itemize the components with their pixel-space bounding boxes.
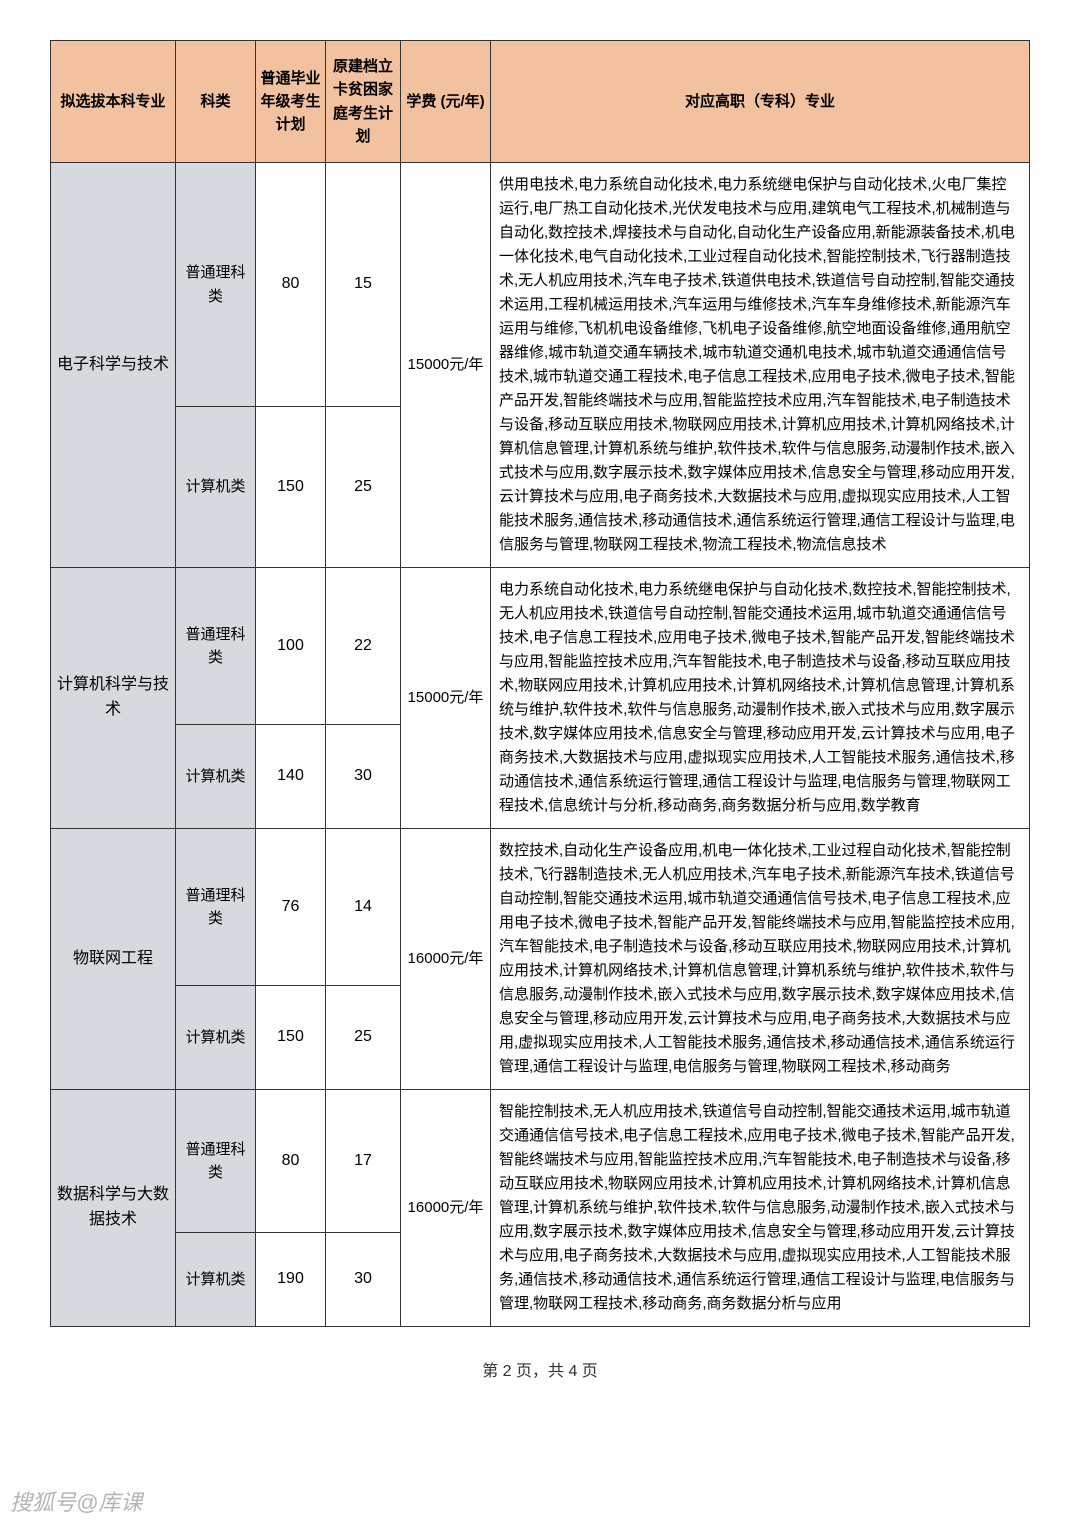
cell-major: 计算机科学与技术 <box>51 568 176 829</box>
cell-plan-general: 80 <box>256 1090 326 1233</box>
cell-plan-poverty: 30 <box>326 1232 401 1326</box>
cell-plan-poverty: 22 <box>326 568 401 725</box>
cell-desc: 供用电技术,电力系统自动化技术,电力系统继电保护与自动化技术,火电厂集控运行,电… <box>491 163 1030 568</box>
cell-plan-general: 140 <box>256 725 326 829</box>
cell-category: 计算机类 <box>176 407 256 568</box>
watermark: 搜狐号@库课 <box>10 1485 142 1517</box>
cell-category: 普通理科类 <box>176 1090 256 1233</box>
cell-plan-general: 80 <box>256 163 326 407</box>
cell-plan-poverty: 25 <box>326 407 401 568</box>
page-footer: 第 2 页，共 4 页 <box>50 1357 1030 1381</box>
cell-desc: 数控技术,自动化生产设备应用,机电一体化技术,工业过程自动化技术,智能控制技术,… <box>491 829 1030 1090</box>
table-header-row: 拟选拔本科专业 科类 普通毕业年级考生计划 原建档立卡贫困家庭考生计划 学费 (… <box>51 41 1030 163</box>
cell-fee: 15000元/年 <box>401 568 491 829</box>
cell-category: 普通理科类 <box>176 163 256 407</box>
cell-category: 计算机类 <box>176 986 256 1090</box>
col-header-majors: 对应高职（专科）专业 <box>491 41 1030 163</box>
col-header-major: 拟选拔本科专业 <box>51 41 176 163</box>
cell-plan-poverty: 15 <box>326 163 401 407</box>
cell-plan-poverty: 30 <box>326 725 401 829</box>
cell-desc: 电力系统自动化技术,电力系统继电保护与自动化技术,数控技术,智能控制技术,无人机… <box>491 568 1030 829</box>
cell-plan-general: 150 <box>256 407 326 568</box>
col-header-fee: 学费 (元/年) <box>401 41 491 163</box>
cell-plan-general: 150 <box>256 986 326 1090</box>
cell-fee: 16000元/年 <box>401 829 491 1090</box>
table-body: 电子科学与技术普通理科类801515000元/年供用电技术,电力系统自动化技术,… <box>51 163 1030 1327</box>
table-row: 数据科学与大数据技术普通理科类801716000元/年智能控制技术,无人机应用技… <box>51 1090 1030 1233</box>
cell-fee: 16000元/年 <box>401 1090 491 1327</box>
cell-category: 计算机类 <box>176 1232 256 1326</box>
cell-plan-poverty: 17 <box>326 1090 401 1233</box>
cell-desc: 智能控制技术,无人机应用技术,铁道信号自动控制,智能交通技术运用,城市轨道交通通… <box>491 1090 1030 1327</box>
table-row: 物联网工程普通理科类761416000元/年数控技术,自动化生产设备应用,机电一… <box>51 829 1030 986</box>
cell-category: 普通理科类 <box>176 568 256 725</box>
admissions-table: 拟选拔本科专业 科类 普通毕业年级考生计划 原建档立卡贫困家庭考生计划 学费 (… <box>50 40 1030 1327</box>
cell-category: 计算机类 <box>176 725 256 829</box>
cell-major: 数据科学与大数据技术 <box>51 1090 176 1327</box>
cell-plan-poverty: 14 <box>326 829 401 986</box>
col-header-plan-general: 普通毕业年级考生计划 <box>256 41 326 163</box>
cell-plan-poverty: 25 <box>326 986 401 1090</box>
cell-major: 电子科学与技术 <box>51 163 176 568</box>
table-row: 电子科学与技术普通理科类801515000元/年供用电技术,电力系统自动化技术,… <box>51 163 1030 407</box>
cell-plan-general: 76 <box>256 829 326 986</box>
table-row: 计算机科学与技术普通理科类1002215000元/年电力系统自动化技术,电力系统… <box>51 568 1030 725</box>
cell-category: 普通理科类 <box>176 829 256 986</box>
col-header-category: 科类 <box>176 41 256 163</box>
cell-fee: 15000元/年 <box>401 163 491 568</box>
cell-plan-general: 100 <box>256 568 326 725</box>
col-header-plan-poverty: 原建档立卡贫困家庭考生计划 <box>326 41 401 163</box>
cell-major: 物联网工程 <box>51 829 176 1090</box>
cell-plan-general: 190 <box>256 1232 326 1326</box>
